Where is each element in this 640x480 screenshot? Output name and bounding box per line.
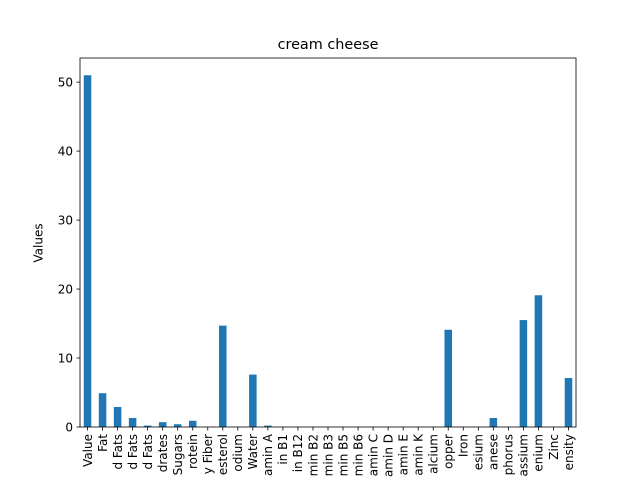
x-tick-label: amin K <box>411 433 425 476</box>
x-tick-label: Value <box>81 434 95 467</box>
x-tick-label: d Fats <box>126 434 140 470</box>
y-axis-label: Values <box>32 223 46 262</box>
x-tick-label: ensity <box>562 434 576 470</box>
y-tick-label: 30 <box>58 214 73 228</box>
x-tick-label: d Fats <box>111 434 125 470</box>
x-tick-label: esium <box>472 434 486 470</box>
x-tick-label: Water <box>246 434 260 470</box>
bar-27 <box>489 418 498 427</box>
bar-3 <box>128 418 137 427</box>
bar-1 <box>98 393 107 427</box>
bar-0 <box>83 75 92 428</box>
x-tick-label: in B12 <box>291 434 305 472</box>
bar-12 <box>264 425 272 427</box>
x-tick-label: rotein <box>186 434 200 469</box>
chart-title: cream cheese <box>278 37 379 53</box>
x-tick-label: min B3 <box>321 434 335 476</box>
y-axis-ticks: 0 10 20 30 40 50 <box>58 76 80 435</box>
y-tick-label: 50 <box>58 76 73 90</box>
bar-2 <box>113 407 122 427</box>
x-tick-label: enium <box>532 434 546 472</box>
x-tick-label: min B2 <box>306 434 320 476</box>
x-tick-label: Iron <box>457 434 471 457</box>
y-tick-label: 10 <box>58 352 73 366</box>
x-tick-label: Sugars <box>171 434 185 475</box>
x-tick-label: Fat <box>96 434 110 452</box>
x-tick-label: y Fiber <box>201 434 215 474</box>
plot-frame <box>79 57 577 428</box>
bar-11 <box>249 374 257 427</box>
x-tick-label: d Fats <box>141 434 155 470</box>
x-tick-label: in B1 <box>276 434 290 465</box>
bar-7 <box>188 420 197 427</box>
x-tick-label: drates <box>156 434 170 472</box>
x-tick-label: opper <box>442 434 456 469</box>
x-axis-ticks: Value Fat d Fats d Fats d Fats drates Sugars ro… <box>81 427 576 477</box>
x-tick-label: amin C <box>366 434 380 476</box>
x-tick-label: amin E <box>396 434 410 475</box>
bar-9 <box>219 325 227 427</box>
x-tick-label: assium <box>517 434 531 477</box>
bar-4 <box>143 425 152 427</box>
bars-group <box>83 75 573 428</box>
bar-6 <box>173 424 182 427</box>
bar-5 <box>158 422 167 427</box>
bar-29 <box>519 320 528 427</box>
x-tick-label: alcium <box>427 434 441 474</box>
x-tick-label: Zinc <box>547 434 561 460</box>
y-tick-label: 0 <box>65 421 73 435</box>
bar-32 <box>564 378 573 427</box>
bar-30 <box>534 295 543 427</box>
x-tick-label: phorus <box>502 434 516 475</box>
y-tick-label: 20 <box>58 283 73 297</box>
x-tick-label: min B6 <box>351 434 365 476</box>
x-tick-label: esterol <box>216 434 230 475</box>
bar-24 <box>444 329 452 427</box>
x-tick-label: amin D <box>381 434 395 477</box>
x-tick-label: odium <box>231 434 245 472</box>
x-tick-label: min B5 <box>336 434 350 476</box>
x-tick-label: amin A <box>261 433 275 476</box>
y-tick-label: 40 <box>58 145 73 159</box>
x-tick-label: anese <box>487 434 501 470</box>
